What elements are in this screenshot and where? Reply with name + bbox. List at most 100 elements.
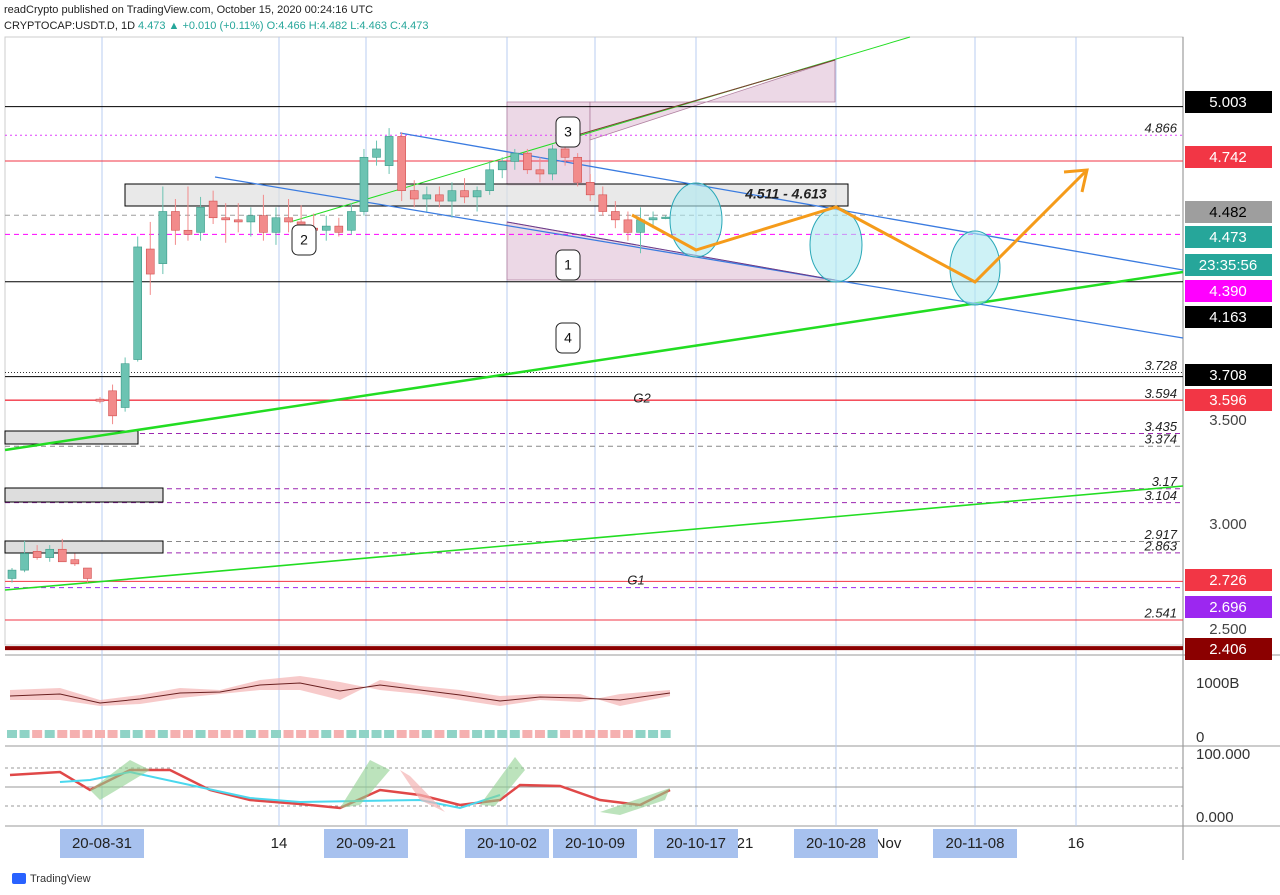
candle-body [460,190,469,198]
volume-bar [321,730,332,738]
candle-body [510,152,520,162]
candle-body [145,248,155,275]
trend-line [506,221,836,281]
candle-body [45,548,55,558]
candle-body [83,567,92,579]
indicator-axis-label: 0.000 [1196,809,1234,826]
volume-bar [69,730,80,738]
volume-bar [333,730,344,738]
candle-body [271,217,281,233]
volume-bar [145,730,156,738]
symbol: CRYPTOCAP:USDT.D, 1D [4,20,136,32]
volume-bar [597,730,608,738]
price-badge [1185,569,1272,591]
open: O:4.466 [266,20,306,32]
volume-bar [446,730,457,738]
volume-bar [421,730,432,738]
volume-bar [534,730,545,738]
date-box [553,829,637,858]
candle-body [120,363,130,408]
volume-bar [635,730,646,738]
volume-bar [560,730,571,738]
volume-bar [170,730,181,738]
volume-bar [296,730,307,738]
candle-body [497,161,507,171]
candle-body [485,169,494,191]
candle-body [20,553,29,571]
date-label: 16 [1068,835,1085,852]
candle-body [321,225,331,231]
price-label: 4.482 [1209,204,1247,221]
candle-body [108,390,117,417]
volume-bar [220,730,231,738]
candle-body [573,156,582,183]
volume-bar [57,730,68,738]
date-label: 20-09-21 [336,835,396,852]
callout-label: 2 [300,232,308,248]
trend-line [4,270,1184,452]
logo-icon [12,873,26,884]
candle-body [611,211,620,221]
price-label: 2.406 [1209,641,1247,658]
last: 4.473 [138,20,166,32]
g1-label: G1 [627,572,644,587]
callout-box [555,116,581,148]
indicator-line [9,682,671,704]
volume-bar [32,730,43,738]
change: +0.010 (+0.11%) [182,20,264,32]
trend-line [4,485,1184,591]
candle-body [435,194,444,202]
candle-body [171,211,180,231]
volume-bar [358,730,369,738]
volume-bar [270,730,281,738]
date-label: 14 [271,835,288,852]
date-box [324,829,408,858]
price-label: 4.163 [1209,309,1247,326]
level-label: 3.374 [1144,432,1177,447]
price-badge [1185,364,1272,386]
candle-body [648,217,658,221]
level-label: 4.866 [1144,121,1177,136]
date-label: 20-10-09 [565,835,625,852]
date-label: Nov [875,835,902,852]
date-label: 21 [737,835,754,852]
volume-bar [258,730,269,738]
level-label: 3.17 [1152,474,1178,489]
callouts: 1 2 3 4 [291,116,581,354]
price-badge [1185,280,1272,302]
candle-body [548,148,557,175]
volume-bar [409,730,420,738]
candle-body [397,136,406,191]
osc-fill [480,757,525,806]
close: C:4.473 [389,20,429,32]
volume-bar [497,730,508,738]
level-label: 2.917 [1143,527,1177,542]
volume-bar [132,730,143,738]
candle-body [334,225,344,233]
high: H:4.482 [308,20,348,32]
candle-body [523,152,532,171]
range-annotation: 4.511 - 4.613 [744,186,827,202]
price-badge [1185,254,1272,276]
price-label: 2.500 [1209,621,1247,638]
candle-body [347,211,356,231]
price-badge [1185,306,1272,328]
candle-body [32,551,42,558]
candle-body [221,217,230,221]
arrow: ▲ [168,20,180,32]
callout-box [555,249,581,281]
price-badge [1185,226,1272,248]
callout-label: 3 [564,124,572,140]
header: readCrypto published on TradingView.com,… [4,2,431,34]
date-box [794,829,878,858]
footer-logo: TradingView [30,873,91,885]
indicator-axis-label: 0 [1196,729,1204,746]
candle-body [623,219,633,233]
date-label: 20-11-08 [946,835,1005,852]
volume-bar [622,730,633,738]
candle-body [133,246,142,360]
level-label: 3.104 [1144,488,1177,503]
volume-bar [484,730,495,738]
volume-bar [19,730,30,738]
